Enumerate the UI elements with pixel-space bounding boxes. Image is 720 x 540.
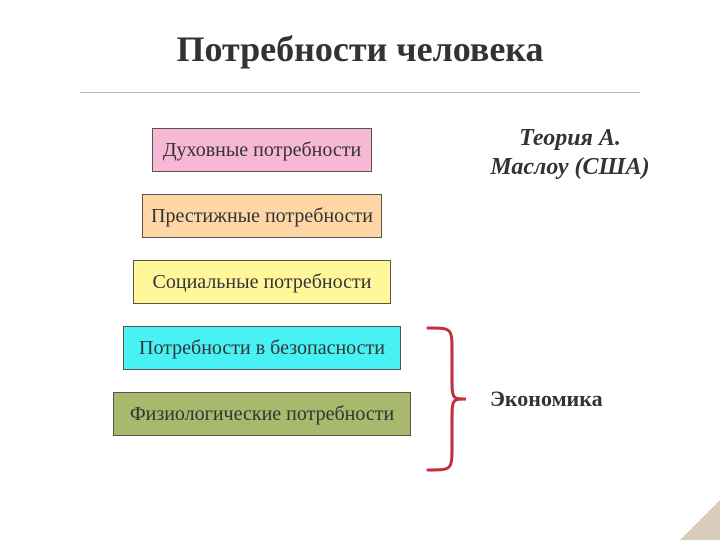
slide-title: Потребности человека [0, 28, 720, 70]
subtitle-line1: Теория А. [519, 125, 621, 151]
level-label: Социальные потребности [153, 271, 372, 294]
level-spiritual: Духовные потребности [152, 128, 372, 172]
bracket-path [428, 328, 466, 470]
level-safety: Потребности в безопасности [123, 326, 401, 370]
maslow-subtitle: Теория А. Маслоу (США) [460, 124, 680, 182]
level-label: Духовные потребности [163, 139, 361, 162]
level-label: Потребности в безопасности [139, 337, 385, 360]
title-divider [80, 92, 640, 93]
level-label: Физиологические потребности [130, 403, 394, 426]
level-label: Престижные потребности [151, 205, 373, 228]
curly-bracket-icon [428, 328, 474, 470]
level-social: Социальные потребности [133, 260, 391, 304]
subtitle-line2: Маслоу (США) [490, 154, 649, 180]
slide: Потребности человека Теория А. Маслоу (С… [0, 0, 720, 540]
level-physiological: Физиологические потребности [113, 392, 411, 436]
page-corner-fold-icon [680, 500, 720, 540]
level-prestige: Престижные потребности [142, 194, 382, 238]
economy-label: Экономика [490, 386, 603, 412]
